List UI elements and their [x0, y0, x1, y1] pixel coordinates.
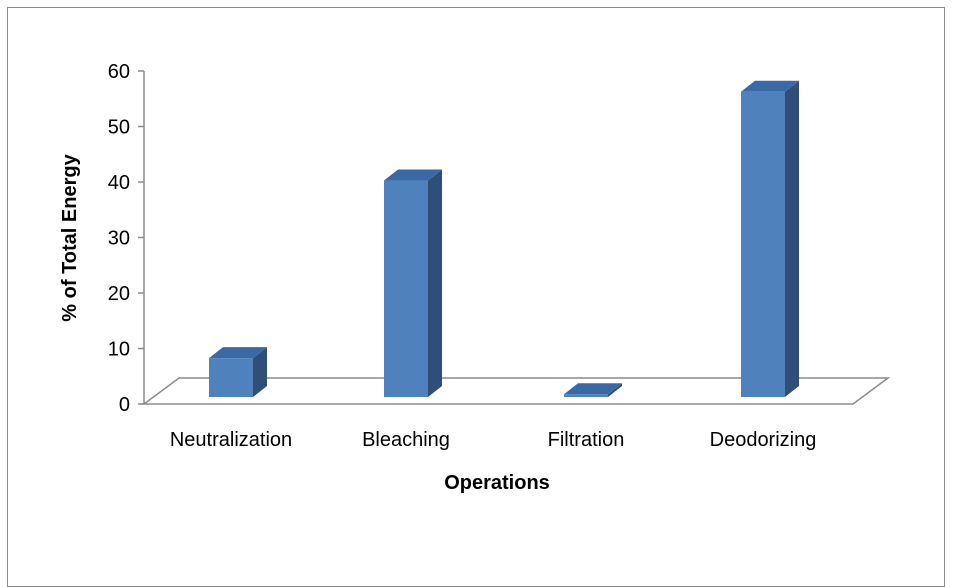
floor-outline	[141, 377, 891, 405]
x-tick-label: Neutralization	[170, 429, 292, 451]
bar-side	[428, 169, 442, 397]
y-tick-label: 60	[108, 61, 130, 83]
x-axis-title: Operations	[444, 472, 550, 494]
x-axis-labels: Neutralization Bleaching Filtration Deodori…	[170, 429, 817, 451]
y-tick-label: 20	[108, 283, 130, 305]
bar	[564, 383, 622, 397]
chart-floor	[141, 377, 891, 405]
bar-top	[564, 383, 622, 395]
bar-front	[384, 180, 428, 397]
bar-top	[741, 80, 799, 92]
x-tick-label: Deodorizing	[710, 429, 817, 451]
bar	[741, 80, 799, 397]
y-tick-label: 10	[108, 339, 130, 361]
y-tick-label: 40	[108, 172, 130, 194]
bar-front	[209, 358, 253, 397]
bar	[384, 169, 442, 397]
bar-front	[564, 394, 608, 397]
y-tick-label: 30	[108, 228, 130, 250]
bar-top	[384, 169, 442, 181]
y-axis: 0 10 20 30 40 50 60	[108, 61, 145, 416]
bar-side	[608, 383, 622, 397]
bar-side	[785, 80, 799, 397]
bars	[209, 80, 799, 397]
bar-front	[741, 91, 785, 397]
bar-side	[253, 347, 267, 397]
bar	[209, 347, 267, 397]
y-tick-label: 0	[119, 394, 130, 416]
y-axis-title: % of Total Energy	[59, 153, 81, 321]
x-tick-label: Bleaching	[362, 429, 450, 451]
x-tick-label: Filtration	[548, 429, 625, 451]
y-tick-label: 50	[108, 117, 130, 139]
bar-top	[209, 347, 267, 359]
